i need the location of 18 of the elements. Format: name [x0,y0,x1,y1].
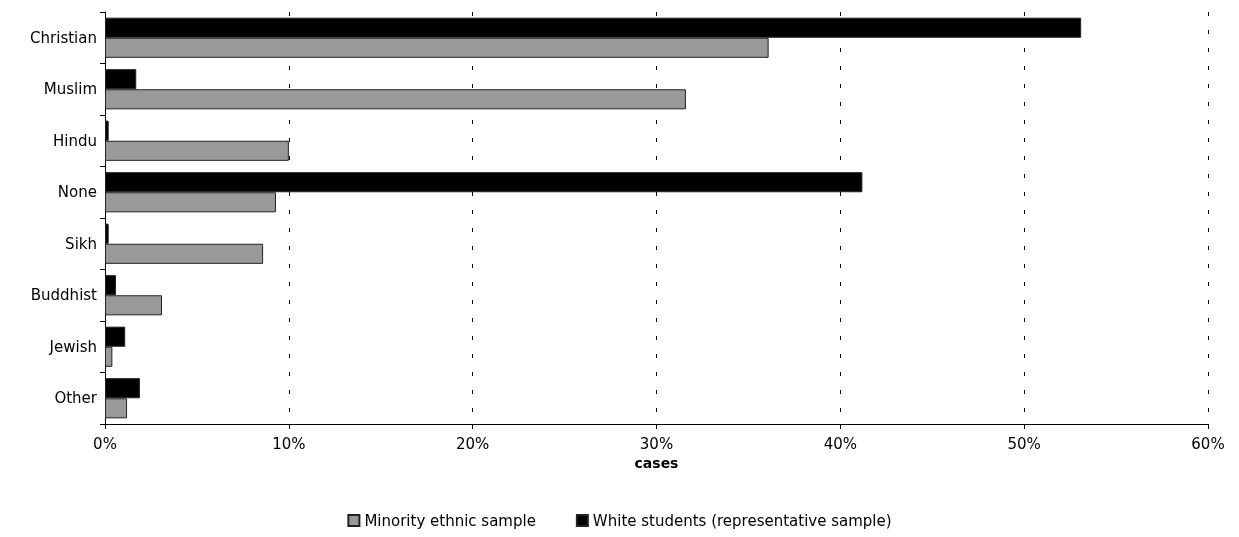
y-tick-label: None [57,183,97,202]
x-axis-title: cases [634,455,679,471]
x-tick-label: 40% [823,434,858,453]
x-tick-label: 60% [1191,434,1225,453]
x-tick-label: 0% [93,434,117,453]
y-tick-label: Hindu [53,131,97,150]
legend-label: White students (representative sample) [592,511,892,530]
legend-label: Minority ethnic sample [364,511,536,530]
y-tick-label: Muslim [43,80,97,99]
x-tick-label: 50% [1007,434,1041,453]
y-tick-label: Jewish [48,337,97,356]
y-tick-label: Other [54,389,98,408]
x-tick-label: 30% [639,434,674,453]
x-tick-label: 20% [455,434,490,453]
y-tick-label: Sikh [65,234,97,253]
y-tick-label: Christian [30,28,97,47]
x-tick-label: 10% [272,434,306,453]
y-tick-label: Buddhist [30,286,98,305]
